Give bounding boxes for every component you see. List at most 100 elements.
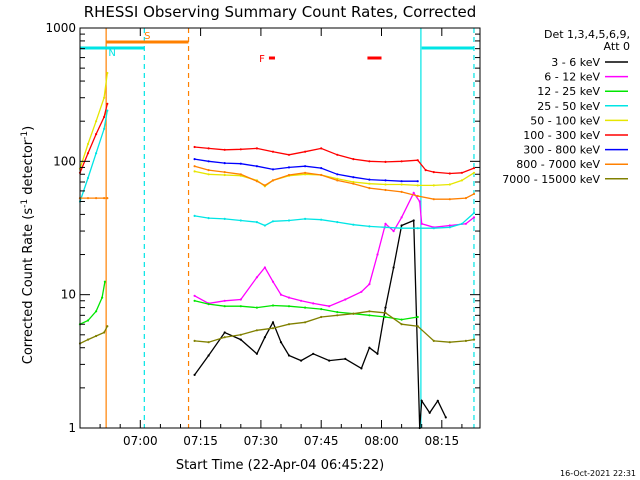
series-1-point-3	[239, 298, 242, 301]
series-5-point-10	[271, 150, 275, 153]
series-0-point-6	[271, 321, 275, 324]
series-5-point-24	[472, 167, 476, 170]
series-1-point-19	[412, 191, 415, 194]
series-1-point-18	[400, 216, 403, 219]
series-8-point-19	[416, 325, 419, 328]
series-1-point-21	[420, 222, 423, 225]
series-0-point-11	[328, 359, 331, 362]
series-1-point-15	[376, 253, 379, 256]
series-3-point-19	[400, 227, 403, 230]
series-8-point-3	[103, 331, 106, 334]
series-7-point-21	[432, 198, 435, 201]
series-6-point-11	[368, 178, 371, 181]
series-6-point-14	[416, 180, 419, 183]
series-6-point-7	[304, 165, 307, 168]
series-5-point-6	[207, 147, 210, 150]
series-8-point-9	[255, 329, 258, 332]
series-3-point-6	[207, 217, 210, 220]
series-8-point-13	[320, 315, 323, 319]
series-0-point-9	[300, 359, 303, 362]
series-0-point-21	[420, 399, 423, 402]
series-2-point-10	[271, 304, 275, 307]
series-7-point-12	[287, 173, 291, 177]
series-1-point-11	[328, 305, 331, 308]
series-6-point-12	[384, 179, 387, 182]
series-3-point-12	[287, 219, 291, 222]
series-6-point-0	[193, 158, 196, 161]
series-2-point-12	[304, 306, 307, 309]
series-4-point-15	[336, 177, 339, 180]
series-8-point-16	[368, 310, 371, 313]
series-0-point-23	[436, 399, 439, 402]
series-3-point-20	[416, 227, 419, 230]
series-7-point-24	[472, 192, 476, 195]
series-8-point-11	[287, 323, 291, 326]
series-7-point-11	[271, 179, 275, 182]
series-7-point-17	[368, 187, 371, 190]
series-4-point-5	[193, 170, 196, 173]
legend-label-5: 100 - 300 keV	[523, 129, 600, 142]
series-3-point-7	[223, 217, 226, 220]
series-6-point-9	[336, 173, 339, 176]
series-3-point-3	[103, 127, 106, 130]
series-6-point-1	[207, 160, 210, 163]
series-2-point-8	[239, 305, 242, 308]
series-6-point-10	[352, 176, 355, 179]
series-4-point-23	[460, 179, 463, 182]
series-7-point-23	[464, 197, 467, 200]
series-3-point-22	[448, 226, 451, 229]
series-1-point-17	[392, 230, 395, 233]
series-3-point-2	[95, 152, 98, 155]
series-7-point-15	[336, 179, 339, 182]
series-4-point-1	[86, 142, 90, 146]
series-8-point-8	[239, 333, 242, 336]
series-0-point-7	[279, 341, 283, 344]
series-4-point-17	[368, 182, 371, 185]
series-1-point-14	[368, 283, 371, 286]
series-5-point-8	[239, 148, 242, 151]
y-tick-label-0: 1	[68, 421, 76, 435]
series-4-point-20	[416, 184, 419, 187]
series-0-point-10	[312, 352, 315, 355]
series-5-point-13	[320, 147, 323, 150]
x-tick-label-4: 08:00	[364, 434, 399, 448]
series-3-point-16	[352, 223, 355, 226]
series-0-point-19	[412, 219, 415, 222]
x-tick-label-1: 07:15	[183, 434, 218, 448]
series-5-point-3	[103, 115, 106, 119]
series-6-point-13	[400, 180, 403, 183]
series-1-point-4	[255, 276, 258, 279]
series-1-point-13	[360, 290, 363, 293]
series-5-point-4	[106, 102, 109, 105]
x-tick-label-5: 08:15	[425, 434, 460, 448]
series-2-point-6	[207, 303, 210, 306]
series-1-point-5	[263, 266, 266, 269]
series-5-point-11	[287, 153, 291, 156]
series-7-point-16	[352, 182, 355, 185]
series-8-point-20	[432, 339, 435, 342]
legend-label-4: 50 - 100 keV	[530, 114, 600, 127]
series-6-point-8	[320, 167, 323, 170]
legend-header-1: Att 0	[604, 40, 630, 53]
series-5-point-21	[432, 171, 435, 174]
series-3-point-14	[320, 218, 323, 221]
svg-text:Corrected Count Rate (s-1 dete: Corrected Count Rate (s-1 detector-1)	[20, 126, 36, 364]
series-3-point-21	[432, 227, 435, 230]
flag-label-F: F	[259, 54, 265, 65]
series-7-point-14	[320, 173, 323, 177]
series-2-point-11	[287, 305, 291, 308]
series-8-point-10	[271, 327, 275, 330]
series-1-point-9	[300, 299, 303, 302]
series-4-point-16	[352, 180, 355, 184]
series-5-point-19	[416, 159, 419, 162]
series-8-point-18	[400, 323, 403, 326]
series-0-point-0	[193, 373, 196, 376]
series-1-point-16	[384, 222, 387, 225]
legend-label-0: 3 - 6 keV	[551, 56, 600, 69]
series-6-point-3	[239, 162, 242, 165]
series-0-point-14	[368, 346, 371, 349]
flag-label-S: S	[144, 31, 150, 42]
series-0-point-17	[392, 266, 395, 269]
series-0-point-22	[428, 411, 431, 414]
y-tick-label-2: 100	[53, 154, 76, 168]
